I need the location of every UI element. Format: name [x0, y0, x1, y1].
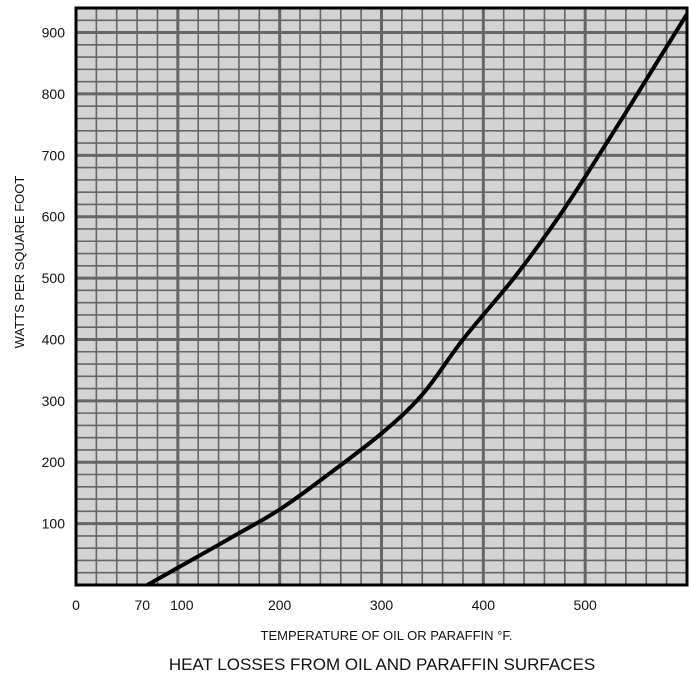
y-axis-ticks: 100 200 300 400 500 600 700 800 900: [42, 25, 66, 532]
y-tick-label: 700: [42, 147, 66, 163]
plot-frame: [74, 6, 689, 587]
y-axis-label: WATTS PER SQUARE FOOT: [12, 176, 27, 349]
series-line: [146, 13, 689, 587]
x-tick-label: 70: [134, 597, 150, 613]
x-tick-label: 0: [72, 597, 80, 613]
x-tick-label: 500: [573, 597, 597, 613]
x-tick-label: 100: [170, 597, 194, 613]
y-tick-label: 100: [42, 516, 66, 532]
y-tick-label: 900: [42, 25, 66, 41]
y-tick-label: 800: [42, 86, 66, 102]
y-tick-label: 400: [42, 331, 66, 347]
grid: [76, 8, 687, 585]
y-tick-label: 300: [42, 393, 66, 409]
x-axis-ticks: 0 70 100 200 300 400 500: [72, 597, 597, 613]
x-tick-label: 200: [268, 597, 292, 613]
chart-title: HEAT LOSSES FROM OIL AND PARAFFIN SURFAC…: [169, 655, 595, 674]
y-tick-label: 600: [42, 209, 66, 225]
y-tick-label: 500: [42, 270, 66, 286]
y-tick-label: 200: [42, 454, 66, 470]
x-tick-label: 400: [472, 597, 496, 613]
x-tick-label: 300: [370, 597, 394, 613]
x-axis-label: TEMPERATURE OF OIL OR PARAFFIN °F.: [261, 628, 513, 643]
